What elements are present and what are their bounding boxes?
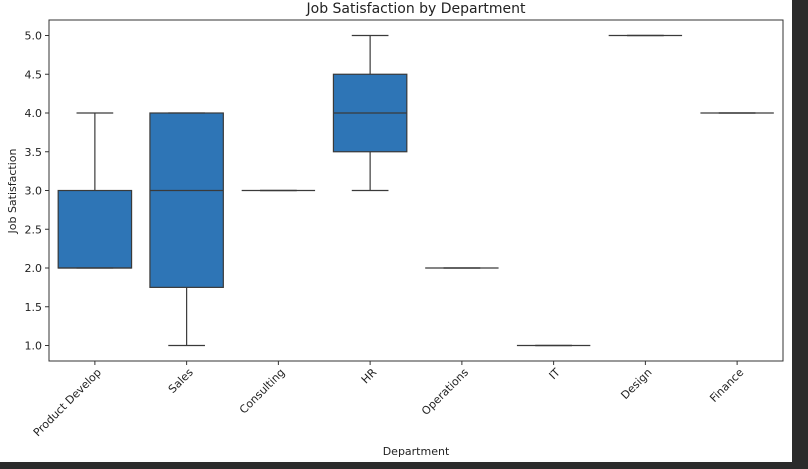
chart-figure: Job Satisfaction by Department 1.0 1.5 2.0… [6,1,784,458]
x-tick-label: HR [359,366,380,387]
chart-title: Job Satisfaction by Department [306,1,526,17]
x-tick-label: Finance [707,366,746,405]
box-body [57,189,133,269]
y-tick-label: 2.5 [25,223,43,236]
box-body [149,112,224,288]
x-tick-label: Consulting [237,366,288,417]
x-axis-ticks: Product Develop Sales Consulting HR Operatio… [31,361,746,439]
y-tick-label: 1.5 [25,301,43,314]
y-tick-label: 5.0 [25,30,43,43]
x-tick-label: Operations [419,366,471,418]
x-tick-label: Design [618,366,654,402]
x-tick-label: IT [547,366,563,382]
box-hr [332,34,408,192]
box-product-develop [57,112,133,269]
x-tick-label: Product Develop [31,366,104,439]
y-tick-label: 3.0 [25,185,43,198]
y-tick-label: 4.0 [25,107,43,120]
box-plot-chart: Job Satisfaction by Department 1.0 1.5 2.0… [6,1,784,458]
box-sales [149,112,224,347]
x-axis-label: Department [383,445,450,458]
y-tick-label: 1.0 [25,340,43,353]
plot-area-frame [48,19,784,362]
window-edge-bottom [0,462,808,469]
x-tick-label: Sales [166,366,196,396]
y-tick-label: 3.5 [25,146,43,159]
y-axis-label: Job Satisfaction [6,148,19,234]
window-edge-right [792,0,808,469]
y-axis-ticks: 1.0 1.5 2.0 2.5 3.0 3.5 4.0 4.5 5.0 [25,30,49,353]
y-tick-label: 4.5 [25,68,43,81]
y-tick-label: 2.0 [25,262,43,275]
box-series [57,34,774,347]
